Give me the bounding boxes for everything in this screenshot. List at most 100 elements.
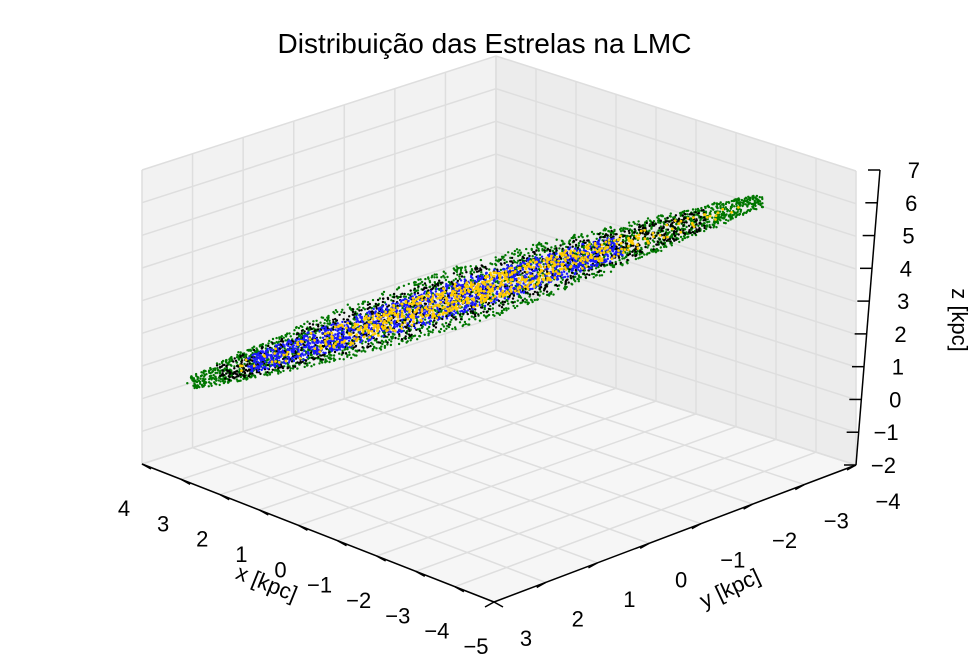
scatter-point [498,313,502,317]
scatter-point [569,274,572,278]
scatter-point [326,322,329,325]
scatter-point [503,258,506,262]
wall-grid-z [141,349,857,466]
scatter-point [368,312,372,315]
scatter-point [398,334,401,338]
scatter-point [348,351,351,354]
scatter-point [343,311,346,314]
scatter-point [634,257,638,261]
scatter-point [513,261,517,264]
scatter-point [268,339,271,343]
scatter-point [565,245,568,249]
scatter-point [293,329,296,332]
scatter-point [431,287,434,291]
scatter-point [496,268,499,271]
scatter-point [657,229,660,232]
scatter-point [229,363,232,367]
scatter-point [564,280,567,284]
scatter-point [416,315,419,319]
scatter-point [500,263,503,266]
scatter-point [458,321,462,324]
scatter-point [479,311,483,315]
scatter-point [626,227,629,231]
scatter-point [686,236,689,239]
scatter-point [475,270,479,273]
scatter-point [638,253,641,256]
scatter-point [464,266,467,269]
scatter-point [387,333,390,336]
scatter-point [455,265,458,268]
scatter-point [368,306,372,309]
scatter-point [190,377,193,380]
scatter-point [498,304,501,307]
scatter-point [700,206,703,210]
scatter-point [374,310,377,313]
scatter-point [643,233,646,236]
scatter-point [413,283,416,287]
scatter-point [555,238,558,241]
scatter-point [581,242,584,246]
scatter-point [389,294,392,297]
scatter-point [468,318,471,321]
scatter-point [450,285,453,288]
scatter-point [264,349,268,353]
scatter-point [531,243,535,247]
y-tick [588,562,598,569]
scatter-point [521,272,524,275]
scatter-point [670,219,674,222]
scatter-point [402,284,406,287]
scatter-point [252,374,255,377]
scatter-point [609,226,613,229]
scatter-point [246,369,249,373]
scatter-point [216,367,219,370]
scatter-point [492,313,495,317]
scatter-point [516,261,519,264]
scatter-point [600,274,604,277]
scatter-point [651,223,654,226]
scatter-point [545,290,549,293]
scatter-point [533,298,536,302]
scatter-point [377,304,380,307]
scatter-point [590,263,593,267]
scatter-point [344,352,348,355]
scatter-point [427,276,430,279]
scatter-point [289,335,292,338]
scatter-point [574,247,577,250]
scatter-point [195,374,198,378]
scatter-point [621,264,624,267]
scatter-point [342,328,345,331]
x-tick-label: −5 [463,634,488,659]
scatter-point [665,245,668,249]
scatter-point [538,241,541,244]
scatter-point [417,278,420,281]
scatter-point [749,208,753,211]
scatter-point [630,224,633,228]
scatter-point [415,328,418,331]
scatter-point [404,337,407,340]
scatter-point [667,220,671,223]
scatter-point [721,203,724,206]
scatter-point [235,378,238,381]
scatter-point [625,255,628,258]
scatter-point [387,304,391,307]
scatter-point [727,200,730,204]
scatter-point [505,298,508,302]
scatter-point [202,385,205,388]
scatter-point [572,275,575,278]
scatter-point [567,270,571,273]
scatter-point [662,222,666,226]
scatter-point [697,212,700,215]
scatter-point [542,289,546,292]
scatter-point [551,249,554,253]
scatter-point [239,351,242,354]
scatter-point [260,347,264,350]
scatter-point [393,333,396,336]
scatter-point [292,365,295,368]
scatter-point [218,383,221,387]
scatter-point [474,318,477,321]
floor-grid-y [293,414,650,544]
scatter-point [223,367,227,370]
scatter-point [422,292,426,295]
scatter-point [375,337,378,341]
scatter-point [227,381,230,384]
